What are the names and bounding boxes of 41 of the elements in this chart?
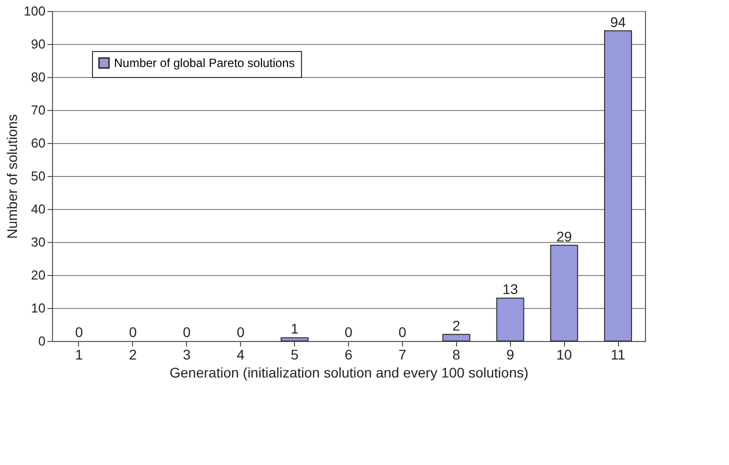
x-tick-label: 8 [452,346,460,362]
bar [604,30,632,342]
data-label: 0 [75,324,84,340]
y-tick-label: 40 [31,202,46,216]
legend-label: Number of global Pareto solutions [114,56,295,70]
y-tick-label: 10 [31,300,46,316]
data-label: 0 [398,324,407,340]
bar [442,334,470,342]
data-label: 2 [452,317,460,334]
data-label: 0 [128,324,137,340]
y-tick-label: 100 [24,4,46,18]
y-tick-label: 0 [38,334,46,348]
data-label: 1 [290,320,299,337]
x-tick-label: 7 [398,346,407,362]
y-tick-label: 80 [31,70,46,84]
x-tick-label: 10 [556,346,572,362]
x-tick-label: 3 [182,346,191,362]
y-tick-label: 70 [31,102,46,118]
data-label: 0 [236,324,245,340]
data-label: 0 [182,324,191,340]
bar [280,337,309,342]
x-axis-title: Generation (initialization solution and every 100 solutions) [170,364,528,380]
data-label: 0 [344,324,353,340]
x-tick-label: 2 [128,346,137,362]
y-tick-label: 30 [31,234,46,250]
y-axis-title: Number of solutions [4,114,20,239]
x-tick-label: 4 [236,346,245,362]
data-label: 29 [556,228,572,244]
data-label: 13 [502,281,518,298]
bar [496,298,524,342]
data-label: 94 [610,14,626,30]
x-tick-label: 6 [344,346,353,362]
y-tick-label: 20 [31,268,46,282]
x-tick-label: 9 [506,346,514,362]
x-tick-label: 1 [75,346,84,362]
y-tick-label: 50 [31,168,46,184]
y-tick-label: 90 [31,36,46,52]
x-tick-label: 5 [290,346,299,362]
x-tick-label: 11 [610,346,626,362]
bar [550,244,578,342]
y-tick-label: 60 [31,136,46,150]
